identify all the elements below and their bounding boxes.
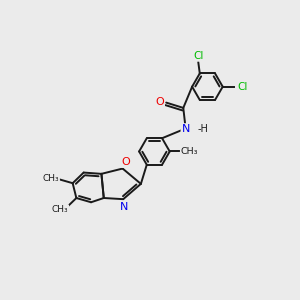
Text: O: O xyxy=(122,157,130,167)
Text: O: O xyxy=(155,97,164,107)
Text: Cl: Cl xyxy=(193,51,203,61)
Text: N: N xyxy=(120,202,128,212)
Text: N: N xyxy=(182,124,190,134)
Text: CH₃: CH₃ xyxy=(52,205,68,214)
Text: CH₃: CH₃ xyxy=(181,147,198,156)
Text: CH₃: CH₃ xyxy=(43,174,59,183)
Text: Cl: Cl xyxy=(237,82,247,92)
Text: -H: -H xyxy=(198,124,209,134)
